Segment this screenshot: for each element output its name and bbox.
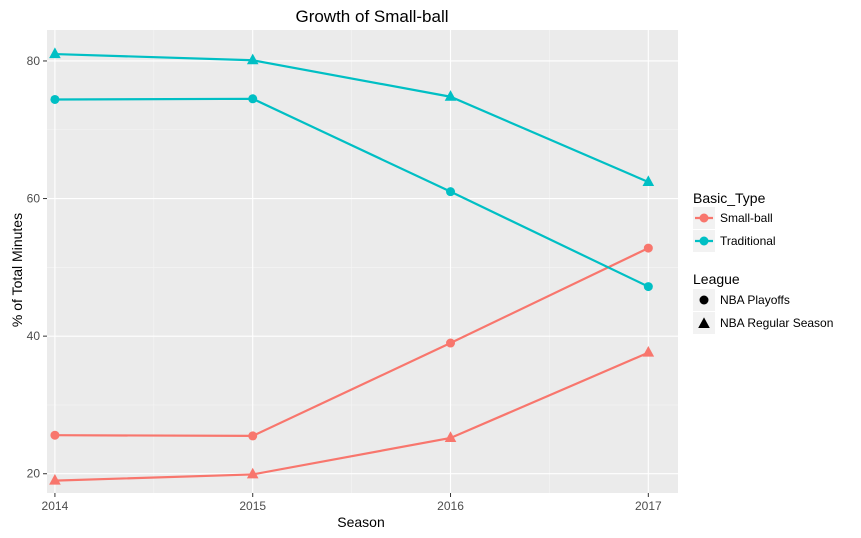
legend-label: NBA Playoffs	[720, 293, 790, 307]
data-point	[444, 90, 457, 101]
series-line	[54, 97, 649, 288]
series-line	[54, 52, 649, 184]
legend-key-point	[698, 317, 710, 329]
data-point	[49, 47, 61, 59]
chart-title: Growth of Small-ball	[295, 7, 448, 26]
x-axis-title: Season	[337, 514, 384, 530]
legend-key-point	[699, 213, 709, 223]
legend-key-point	[699, 295, 709, 305]
series-line	[54, 247, 649, 437]
data-point	[246, 467, 259, 479]
y-tick-label: 80	[27, 54, 41, 68]
data-point	[248, 94, 258, 104]
legend-key-point	[699, 236, 709, 246]
series-line	[54, 351, 649, 482]
grid	[47, 30, 678, 493]
data-point	[642, 175, 655, 187]
legend-label: NBA Regular Season	[720, 316, 833, 330]
axes: 20 40 60 80 2014 2015 2016 2017	[27, 54, 662, 513]
data-point	[446, 338, 456, 348]
plot-panel	[47, 30, 678, 493]
legend-label: Traditional	[720, 234, 776, 248]
legend-title-shape: League	[693, 271, 740, 287]
series-layer	[49, 47, 655, 485]
legend-label: Small-ball	[720, 211, 773, 225]
x-tick-label: 2014	[42, 499, 69, 513]
y-axis-title: % of Total Minutes	[9, 213, 25, 327]
data-point	[49, 473, 61, 485]
data-point	[642, 345, 655, 357]
y-tick-label: 40	[27, 329, 41, 343]
data-point	[446, 187, 456, 197]
data-point	[50, 430, 60, 440]
x-tick-label: 2017	[635, 499, 662, 513]
y-tick-label: 60	[27, 192, 41, 206]
legend-title-color: Basic_Type	[693, 190, 766, 206]
x-tick-label: 2016	[437, 499, 464, 513]
data-point	[246, 53, 259, 65]
data-point	[643, 282, 653, 292]
x-tick-label: 2015	[239, 499, 266, 513]
y-tick-label: 20	[27, 467, 41, 481]
data-point	[643, 243, 653, 253]
data-point	[248, 431, 258, 441]
data-point	[444, 431, 457, 442]
data-point	[50, 94, 60, 104]
legend: Basic_Type Small-ball Traditional League NBA…	[693, 190, 833, 334]
